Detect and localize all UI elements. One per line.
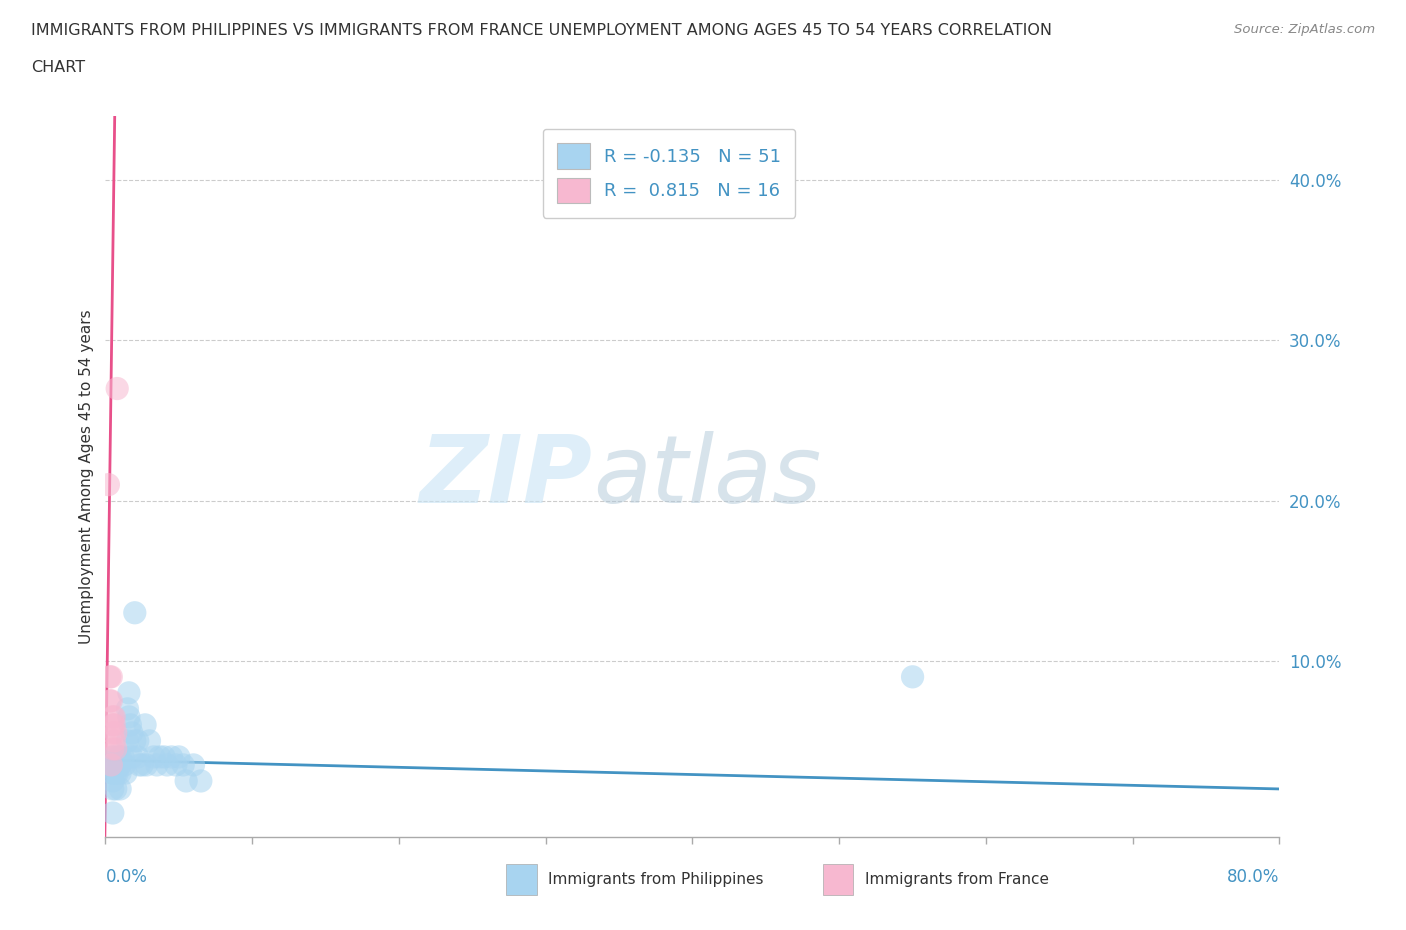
Point (117, 734, 139, 749)
Text: CHART: CHART (31, 60, 84, 75)
Text: 80.0%: 80.0% (1227, 868, 1279, 885)
Text: IMMIGRANTS FROM PHILIPPINES VS IMMIGRANTS FROM FRANCE UNEMPLOYMENT AMONG AGES 45: IMMIGRANTS FROM PHILIPPINES VS IMMIGRANT… (31, 23, 1052, 38)
Text: ZIP: ZIP (420, 431, 593, 523)
Point (98, 757, 121, 772)
Point (98, 670, 121, 684)
Point (114, 757, 136, 772)
Point (101, 805, 124, 820)
Point (124, 734, 146, 749)
Point (117, 701, 139, 716)
Point (105, 381, 128, 396)
Point (108, 765, 131, 780)
Point (156, 757, 179, 772)
Point (183, 757, 205, 772)
Y-axis label: Unemployment Among Ages 45 to 54 years: Unemployment Among Ages 45 to 54 years (79, 310, 94, 644)
Point (149, 750, 172, 764)
Point (107, 750, 129, 764)
Point (100, 757, 122, 772)
Point (118, 710, 141, 724)
Point (160, 750, 183, 764)
Text: Source: ZipAtlas.com: Source: ZipAtlas.com (1234, 23, 1375, 36)
Point (101, 710, 124, 724)
Point (131, 757, 153, 772)
Text: Immigrants from France: Immigrants from France (865, 871, 1049, 886)
Point (103, 710, 125, 724)
Point (98, 694, 121, 709)
Point (101, 757, 124, 772)
Point (103, 734, 125, 749)
Point (142, 750, 165, 764)
Point (167, 750, 190, 764)
Point (138, 734, 160, 749)
Point (174, 774, 197, 789)
Point (108, 781, 131, 796)
Point (104, 725, 127, 740)
Point (101, 725, 124, 740)
Point (121, 725, 143, 740)
Point (101, 750, 124, 764)
Point (118, 685, 141, 700)
Point (120, 717, 142, 732)
Point (101, 774, 124, 789)
Point (100, 670, 122, 684)
Point (165, 757, 187, 772)
Point (901, 670, 924, 684)
Point (104, 765, 127, 780)
Point (101, 765, 124, 780)
Legend: R = -0.135   N = 51, R =  0.815   N = 16: R = -0.135 N = 51, R = 0.815 N = 16 (543, 129, 796, 218)
Point (105, 765, 128, 780)
Point (103, 757, 125, 772)
Point (121, 750, 143, 764)
Point (103, 717, 125, 732)
Point (127, 734, 149, 749)
Point (101, 741, 124, 756)
Point (172, 757, 194, 772)
Text: atlas: atlas (593, 432, 821, 522)
Point (134, 717, 156, 732)
Point (97, 477, 120, 492)
Point (100, 765, 122, 780)
Point (115, 765, 138, 780)
Point (104, 781, 127, 796)
Point (135, 757, 157, 772)
Text: Immigrants from Philippines: Immigrants from Philippines (548, 871, 763, 886)
Point (146, 757, 169, 772)
Point (190, 774, 212, 789)
Point (153, 750, 176, 764)
Point (101, 781, 124, 796)
Point (104, 741, 127, 756)
Text: 0.0%: 0.0% (105, 868, 148, 885)
Point (101, 717, 124, 732)
Point (103, 750, 125, 764)
Point (105, 757, 128, 772)
Point (127, 750, 149, 764)
Point (108, 757, 131, 772)
Point (124, 605, 146, 620)
Point (100, 694, 122, 709)
Point (128, 757, 150, 772)
Point (108, 750, 131, 764)
Point (112, 750, 135, 764)
